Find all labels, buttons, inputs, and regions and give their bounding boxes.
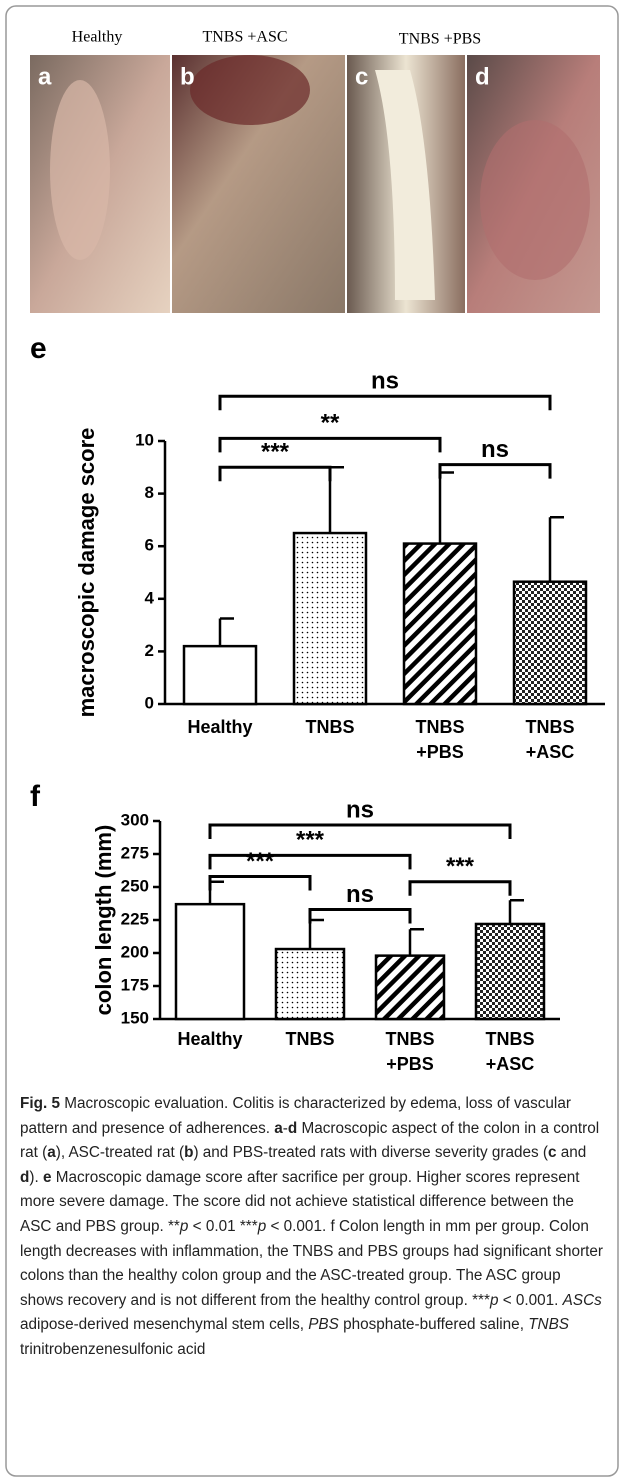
significance-label: ** xyxy=(321,410,340,437)
y-tick-label: 2 xyxy=(145,641,154,660)
caption-text: Fig. 5 xyxy=(20,1095,60,1112)
panel-letter: e xyxy=(30,332,47,365)
page: Healthy TNBS +ASC TNBS +PBS a b c d e mac… xyxy=(0,0,625,1483)
caption-text: adipose-derived mesenchymal stem cells, xyxy=(20,1316,308,1333)
caption-text: TNBS xyxy=(528,1316,569,1333)
error-bar xyxy=(440,473,454,544)
photo-panels xyxy=(30,55,600,313)
significance-bracket xyxy=(310,909,410,923)
bar xyxy=(294,533,366,704)
caption-text: trinitrobenzenesulfonic acid xyxy=(20,1341,205,1358)
x-tick-label: +ASC xyxy=(486,1054,535,1074)
x-tick-label: Healthy xyxy=(187,717,252,737)
caption-text: a xyxy=(274,1120,283,1137)
y-tick-label: 4 xyxy=(145,588,155,607)
x-tick-label: +PBS xyxy=(416,742,464,762)
caption-text: PBS xyxy=(308,1316,339,1333)
y-axis-label: macroscopic damage score xyxy=(74,428,99,718)
significance-label: ns xyxy=(371,368,399,395)
error-bar xyxy=(410,929,424,955)
y-tick-label: 300 xyxy=(121,810,149,829)
error-bar xyxy=(210,882,224,904)
panel-letter: d xyxy=(475,63,490,90)
caption-text: d xyxy=(288,1120,297,1137)
y-tick-label: 175 xyxy=(121,975,149,994)
panel-letter: b xyxy=(180,63,195,90)
error-bar xyxy=(220,619,234,647)
bar xyxy=(276,949,344,1019)
bar xyxy=(514,582,586,704)
photo-detail xyxy=(50,80,110,260)
column-label: TNBS +ASC xyxy=(202,29,287,46)
significance-label: ns xyxy=(346,881,374,908)
significance-bracket xyxy=(440,465,550,479)
x-tick-label: TNBS xyxy=(306,717,355,737)
y-tick-label: 0 xyxy=(145,693,154,712)
error-bar xyxy=(310,920,324,949)
significance-bracket xyxy=(410,882,510,896)
significance-bracket xyxy=(220,467,330,481)
error-bar xyxy=(510,900,524,924)
photo-detail xyxy=(190,55,310,125)
caption-text: < 0.001. xyxy=(498,1292,562,1309)
y-tick-label: 225 xyxy=(121,909,149,928)
y-tick-label: 6 xyxy=(145,536,154,555)
bar xyxy=(176,904,244,1019)
x-tick-label: +PBS xyxy=(386,1054,434,1074)
y-tick-label: 250 xyxy=(121,876,149,895)
caption-text: ) and PBS-treated rats with diverse seve… xyxy=(193,1144,548,1161)
significance-bracket xyxy=(210,855,410,869)
caption-text: phosphate-buffered saline, xyxy=(339,1316,528,1333)
photo-detail xyxy=(480,120,590,280)
y-tick-label: 150 xyxy=(121,1008,149,1027)
y-axis-label: colon length (mm) xyxy=(91,825,116,1016)
x-tick-label: TNBS xyxy=(416,717,465,737)
significance-label: *** xyxy=(261,439,290,466)
y-tick-label: 275 xyxy=(121,843,149,862)
y-tick-label: 10 xyxy=(135,430,154,449)
x-tick-label: TNBS xyxy=(526,717,575,737)
caption-text: ASCs xyxy=(563,1292,602,1309)
caption-text: ). xyxy=(29,1169,43,1186)
significance-bracket xyxy=(220,396,550,410)
bar xyxy=(184,646,256,704)
error-bar xyxy=(330,467,344,533)
caption-text: a xyxy=(47,1144,56,1161)
x-tick-label: +ASC xyxy=(526,742,575,762)
panel-letter: c xyxy=(355,63,368,90)
caption-text: c xyxy=(548,1144,557,1161)
caption-text: < 0.01 *** xyxy=(188,1218,257,1235)
bar xyxy=(404,544,476,704)
panel-letter: f xyxy=(30,780,41,813)
significance-label: *** xyxy=(246,848,275,875)
x-tick-label: TNBS xyxy=(286,1029,335,1049)
significance-label: *** xyxy=(296,827,325,854)
panel-letter: a xyxy=(38,63,52,90)
x-tick-label: Healthy xyxy=(177,1029,242,1049)
error-bar xyxy=(550,517,564,581)
x-tick-label: TNBS xyxy=(486,1029,535,1049)
caption: Fig. 5 Macroscopic evaluation. Colitis i… xyxy=(20,1092,608,1363)
significance-bracket xyxy=(210,876,310,890)
y-tick-label: 200 xyxy=(121,942,149,961)
caption-text: d xyxy=(20,1169,29,1186)
y-tick-label: 8 xyxy=(145,483,154,502)
significance-label: ns xyxy=(346,796,374,823)
caption-text: and xyxy=(557,1144,587,1161)
column-label: TNBS +PBS xyxy=(399,31,481,48)
caption-text: p xyxy=(258,1218,267,1235)
caption-text: ), ASC-treated rat ( xyxy=(56,1144,184,1161)
x-tick-label: TNBS xyxy=(386,1029,435,1049)
significance-bracket xyxy=(210,825,510,839)
bar xyxy=(476,924,544,1019)
column-label: Healthy xyxy=(72,29,123,46)
significance-bracket xyxy=(220,438,440,452)
bar xyxy=(376,956,444,1019)
significance-label: ns xyxy=(481,436,509,463)
significance-label: *** xyxy=(446,853,475,880)
